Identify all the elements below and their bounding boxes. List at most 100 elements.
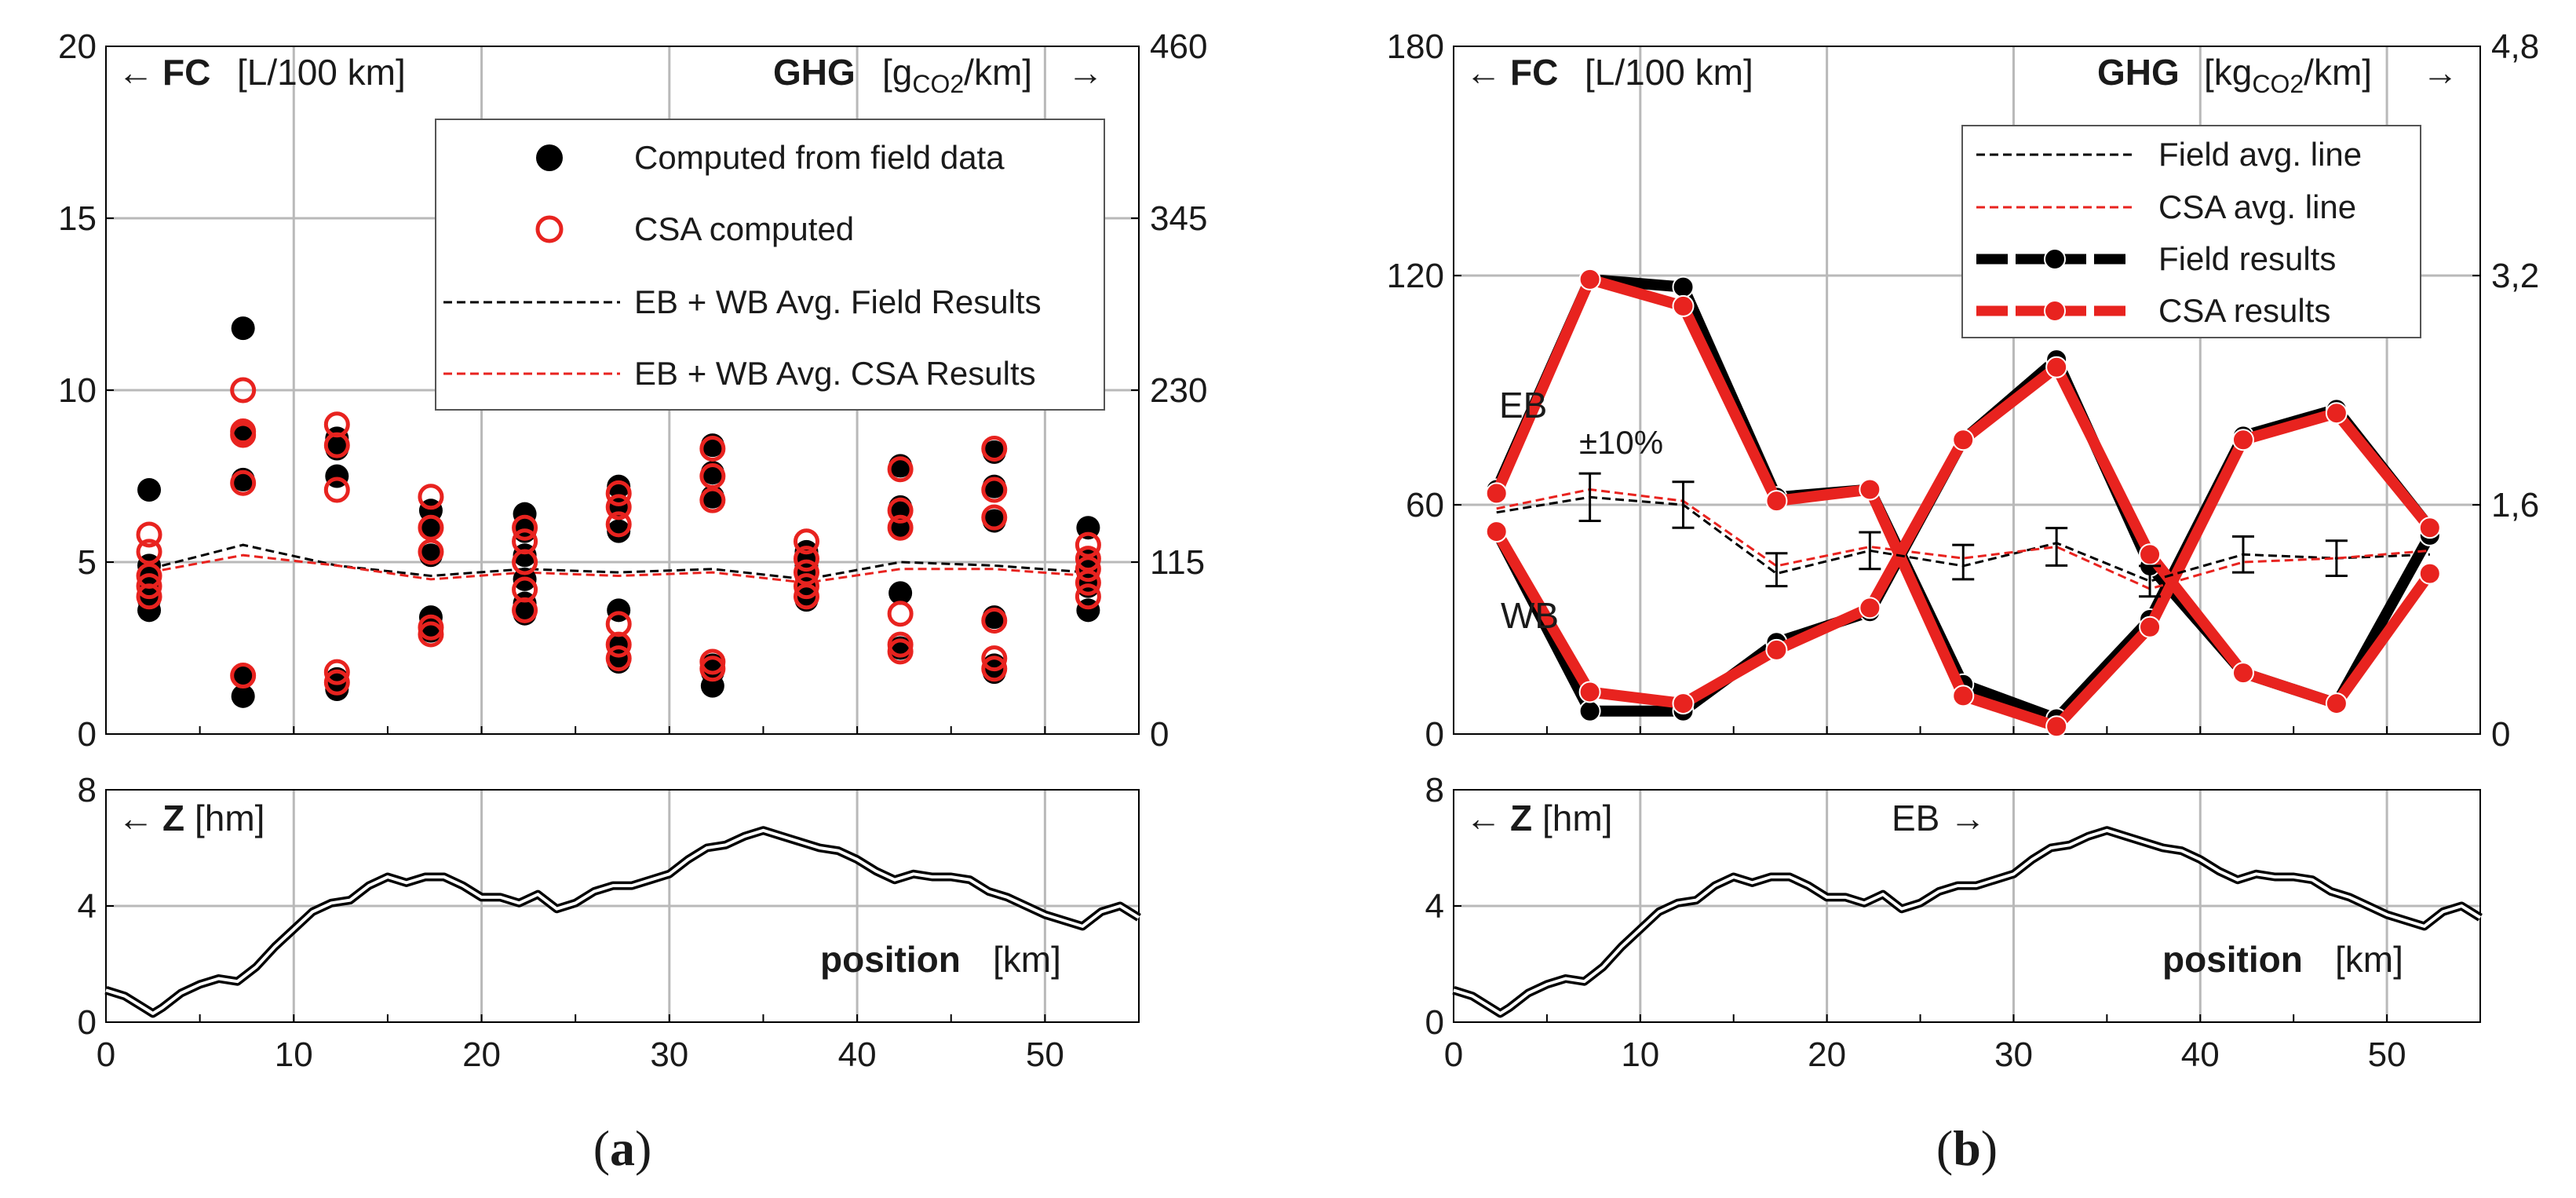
y2-tick-label: 1,6 <box>2491 486 2539 524</box>
field-point <box>231 663 255 688</box>
avg-line <box>1496 488 2430 590</box>
csa-point <box>230 377 257 404</box>
annotation-eb: EB <box>1499 385 1547 426</box>
legend-label-csa: CSA computed <box>634 210 854 247</box>
panel-b-position-unit: [km] <box>2335 939 2403 980</box>
csa-point <box>1075 556 1101 583</box>
panel-a-lower-marks <box>104 826 1141 1018</box>
csa-wb-point <box>2231 662 2254 685</box>
csa-point <box>323 432 350 458</box>
panel-b-upper-frame <box>1453 46 2481 735</box>
panel-b-z-arrow: ← <box>1465 798 1501 838</box>
x-tick-label: 20 <box>462 1035 501 1074</box>
csa-point <box>323 659 350 685</box>
field-point <box>231 684 255 708</box>
y-tick-label: 20 <box>58 27 97 66</box>
y-tick-label: 0 <box>78 715 97 754</box>
panel-b-lower-marks <box>1452 826 2483 1018</box>
y2-tick-label: 115 <box>1150 543 1205 582</box>
caption-a: (a) <box>593 1120 652 1176</box>
x-tick-label: 40 <box>838 1035 877 1074</box>
csa-point <box>981 504 1008 531</box>
elevation-outline <box>104 826 1141 1018</box>
panel-b-eb-direction: EB → <box>1892 798 1986 838</box>
field-point <box>137 478 162 502</box>
csa-wb-point <box>1672 692 1695 715</box>
ghg-unit-pre: [g <box>882 52 912 93</box>
csa-point <box>699 463 726 489</box>
panel-a-position-label: position <box>820 939 961 980</box>
csa-point <box>418 484 444 510</box>
csa-point <box>323 669 350 696</box>
y2-tick-label: 460 <box>1150 27 1207 66</box>
caption-a-letter: a <box>610 1120 635 1176</box>
csa-point <box>512 514 538 541</box>
csa-point <box>230 469 257 496</box>
csa-point <box>1075 531 1101 558</box>
csa-wb-point <box>2325 692 2348 715</box>
x-tick-label: 10 <box>1621 1035 1659 1074</box>
csa-wb-point <box>2045 356 2068 378</box>
csa-point <box>887 514 914 541</box>
csa-wb-point <box>1859 597 1881 619</box>
panel-a-ghg-label: GHG <box>773 52 856 93</box>
csa-eb-point <box>1952 685 1975 707</box>
csa-eb-point <box>2045 715 2068 738</box>
panel-a-ghg-unit: [gCO2/km] <box>882 52 1032 98</box>
csa-point <box>981 477 1008 503</box>
ghg-unit-sub: CO2 <box>2252 70 2304 98</box>
csa-point <box>1075 546 1101 572</box>
csa-point <box>136 539 162 565</box>
x-tick-label: 30 <box>1994 1035 2033 1074</box>
csa-wb-point <box>2418 562 2441 585</box>
csa-point <box>793 559 819 586</box>
legend-filled-dot <box>536 144 563 171</box>
legend-label-csa-avg: CSA avg. line <box>2158 188 2356 225</box>
elevation-outline <box>1452 826 2483 1018</box>
csa-wb-point <box>1485 520 1508 543</box>
y-tick-label: 0 <box>1425 1003 1444 1042</box>
csa-eb-point <box>1672 294 1695 317</box>
panel-a-ghg-arrow: → <box>1067 52 1104 93</box>
elevation-line <box>1453 828 2482 1015</box>
legend-label-avg-field: EB + WB Avg. Field Results <box>634 283 1042 320</box>
csa-point <box>418 614 444 641</box>
legend-label-csa-results: CSA results <box>2158 292 2330 329</box>
caption-b-close: ) <box>1981 1120 1998 1176</box>
panel-b-upper-y2-ticks: 0 1,6 3,2 4,8 <box>2472 27 2539 754</box>
x-tick-label: 30 <box>650 1035 688 1074</box>
panel-b-ghg-unit: [kgCO2/km] <box>2204 52 2372 98</box>
csa-wb-point <box>1578 681 1601 703</box>
x-tick-label: 50 <box>2368 1035 2406 1074</box>
panel-b-lower-x-ticks: 0 10 20 30 40 50 <box>1444 1035 2406 1074</box>
csa-eb-line <box>1491 273 2435 732</box>
y-tick-label: 0 <box>78 1003 97 1042</box>
panel-a-fc-unit: [L/100 km] <box>237 52 406 93</box>
y2-tick-label: 0 <box>1150 715 1169 754</box>
csa-point <box>605 480 632 506</box>
csa-point <box>1075 583 1101 610</box>
csa-point <box>512 549 538 575</box>
panel-a-lower: 0 4 8 0 10 20 30 40 50 ← Z [hm] position [km] <box>78 771 1141 1074</box>
ghg-unit-sub: CO2 <box>912 70 964 98</box>
panel-b-fc-arrow: ← <box>1465 52 1501 93</box>
x-tick-label: 20 <box>1808 1035 1846 1074</box>
panel-a-z-arrow: ← <box>118 798 154 838</box>
csa-eb-point <box>1485 482 1508 505</box>
csa-point <box>887 638 914 665</box>
y-tick-label: 10 <box>58 371 97 410</box>
elevation-line <box>105 828 1140 1015</box>
panel-b-legend-box <box>1961 125 2421 338</box>
panel-a-upper: 0 5 10 15 20 0 115 230 345 460 ← FC [L/100 km] G… <box>58 27 1207 754</box>
panel-a-z-label: Z <box>162 798 184 838</box>
csa-point <box>605 645 632 672</box>
panel-a-legend: Computed from field data CSA computed EB… <box>435 119 1105 411</box>
csa-point <box>793 583 819 610</box>
field-wb-line <box>1491 354 2435 717</box>
csa-point <box>136 583 162 610</box>
y2-tick-label: 345 <box>1150 199 1207 238</box>
csa-point <box>418 621 444 648</box>
csa-point <box>605 511 632 538</box>
csa-point <box>699 487 726 513</box>
csa-point <box>136 573 162 600</box>
